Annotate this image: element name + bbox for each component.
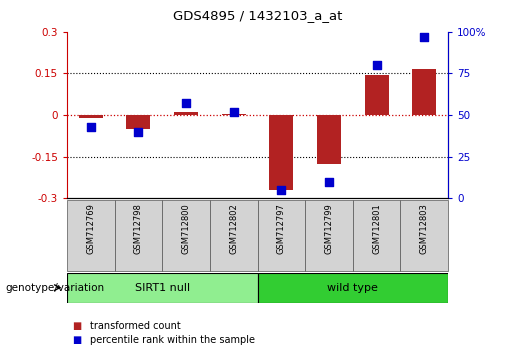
Bar bbox=[401, 200, 448, 271]
Bar bbox=[258, 273, 448, 303]
Text: genotype/variation: genotype/variation bbox=[5, 282, 104, 293]
Text: GSM712769: GSM712769 bbox=[87, 203, 95, 254]
Point bbox=[230, 109, 238, 115]
Text: GSM712800: GSM712800 bbox=[182, 203, 191, 253]
Bar bbox=[79, 115, 102, 118]
Point bbox=[182, 101, 190, 106]
Bar bbox=[162, 200, 210, 271]
Text: GSM712798: GSM712798 bbox=[134, 203, 143, 254]
Text: SIRT1 null: SIRT1 null bbox=[134, 282, 190, 293]
Bar bbox=[269, 115, 293, 190]
Point bbox=[134, 129, 143, 135]
Point bbox=[420, 34, 428, 40]
Text: GSM712799: GSM712799 bbox=[324, 203, 333, 253]
Bar bbox=[67, 200, 115, 271]
Text: GSM712803: GSM712803 bbox=[420, 203, 428, 254]
Text: transformed count: transformed count bbox=[90, 321, 181, 331]
Bar bbox=[174, 112, 198, 115]
Text: GDS4895 / 1432103_a_at: GDS4895 / 1432103_a_at bbox=[173, 9, 342, 22]
Text: wild type: wild type bbox=[328, 282, 378, 293]
Point bbox=[372, 62, 381, 68]
Bar bbox=[67, 273, 258, 303]
Point bbox=[87, 124, 95, 130]
Text: percentile rank within the sample: percentile rank within the sample bbox=[90, 335, 255, 345]
Point bbox=[277, 187, 285, 193]
Bar bbox=[258, 200, 305, 271]
Bar bbox=[210, 200, 258, 271]
Bar bbox=[413, 69, 436, 115]
Bar bbox=[317, 115, 341, 164]
Text: ■: ■ bbox=[72, 335, 81, 345]
Text: GSM712802: GSM712802 bbox=[229, 203, 238, 253]
Text: GSM712801: GSM712801 bbox=[372, 203, 381, 253]
Bar bbox=[353, 200, 401, 271]
Bar bbox=[305, 200, 353, 271]
Bar bbox=[365, 75, 388, 115]
Text: GSM712797: GSM712797 bbox=[277, 203, 286, 254]
Bar bbox=[127, 115, 150, 129]
Bar bbox=[114, 200, 162, 271]
Point bbox=[325, 179, 333, 184]
Text: ■: ■ bbox=[72, 321, 81, 331]
Bar bbox=[222, 114, 246, 115]
